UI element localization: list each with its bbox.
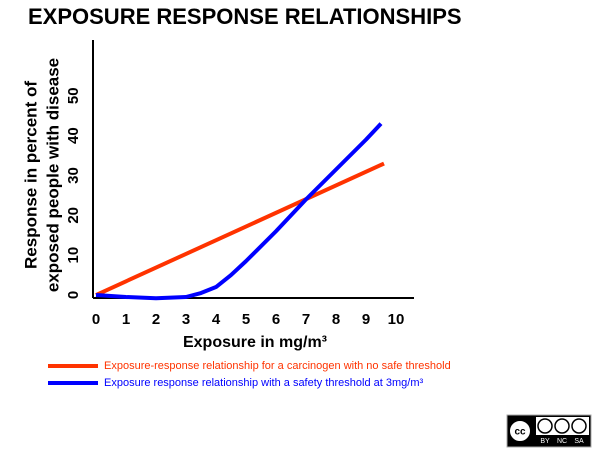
badge-label: BY (540, 438, 550, 445)
y-tick-label: 50 (65, 87, 82, 104)
chart-title: EXPOSURE RESPONSE RELATIONSHIPS (28, 4, 462, 29)
x-tick-label: 5 (242, 311, 250, 328)
badge-label: SA (574, 438, 584, 445)
y-tick-label: 0 (65, 291, 82, 299)
x-tick-label: 0 (92, 311, 100, 328)
x-tick-label: 8 (332, 311, 340, 328)
license-badge: cc BY NC SA (506, 414, 592, 448)
series-line (95, 122, 383, 301)
x-tick-label: 6 (272, 311, 280, 328)
badge-icons (536, 417, 589, 435)
y-tick-label: 10 (65, 247, 82, 264)
y-tick-label: 20 (65, 207, 82, 224)
legend-label: Exposure-response relationship for a car… (104, 360, 451, 372)
x-tick-label: 1 (122, 311, 130, 328)
by-icon (537, 418, 553, 434)
x-tick-label: 7 (302, 311, 310, 328)
x-axis-label: Exposure in mg/m³ (183, 334, 327, 351)
x-tick-label: 3 (182, 311, 190, 328)
legend-label: Exposure response relationship with a sa… (104, 377, 423, 389)
x-tick-label: 4 (212, 311, 221, 328)
x-tick-label: 2 (152, 311, 160, 328)
y-axis-label: exposed people with disease (43, 58, 62, 292)
series-line (95, 161, 385, 297)
badge-label: NC (557, 438, 567, 445)
x-tick-label: 9 (362, 311, 370, 328)
cc-text: cc (514, 427, 526, 438)
cc-icon (508, 419, 532, 443)
y-tick-label: 40 (65, 127, 82, 144)
y-axis-label: Response in percent of (21, 81, 40, 269)
y-tick-label: 30 (65, 167, 82, 184)
x-tick-label: 10 (388, 311, 405, 328)
nc-icon (554, 418, 570, 434)
sa-icon (571, 418, 587, 434)
